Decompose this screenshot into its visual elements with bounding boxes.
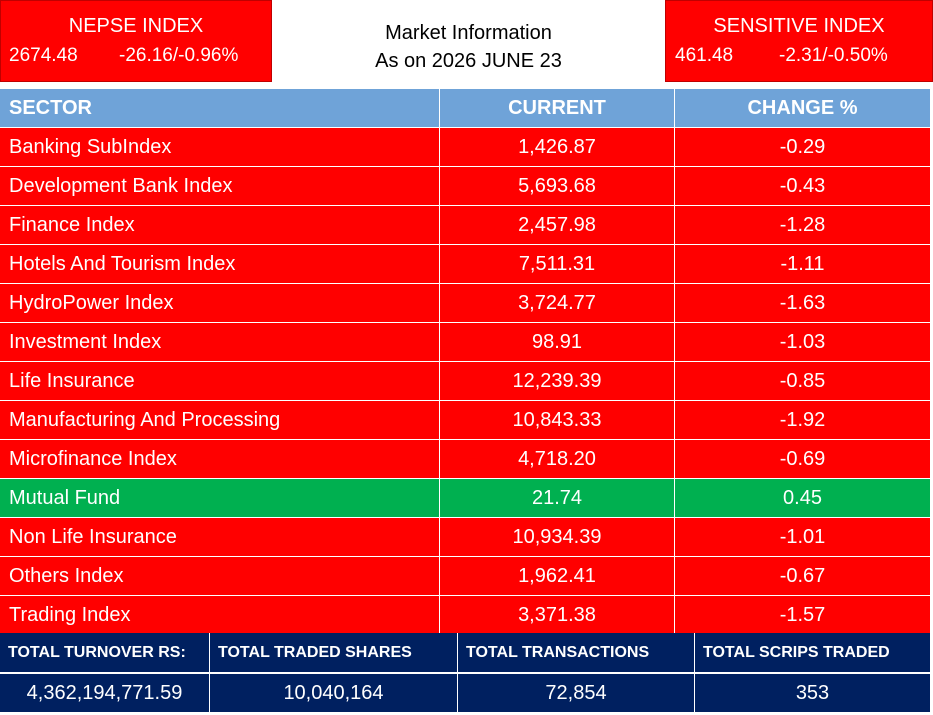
totals-footer: TOTAL TURNOVER RS: TOTAL TRADED SHARES T… bbox=[0, 633, 933, 715]
sensitive-index-value: 461.48 bbox=[675, 45, 734, 66]
sector-cell: Life Insurance bbox=[0, 362, 440, 401]
change-cell: -1.11 bbox=[675, 245, 931, 284]
table-row: Others Index 1,962.41 -0.67 bbox=[0, 557, 933, 596]
current-cell: 4,718.20 bbox=[440, 440, 675, 479]
total-transactions-value: 72,854 bbox=[458, 674, 695, 713]
table-row: Manufacturing And Processing 10,843.33 -1.… bbox=[0, 401, 933, 440]
change-cell: -0.69 bbox=[675, 440, 931, 479]
nepse-index-box: NEPSE INDEX 2674.48 -26.16/-0.96% bbox=[0, 0, 272, 82]
sector-cell: Mutual Fund bbox=[0, 479, 440, 518]
change-cell: -1.28 bbox=[675, 206, 931, 245]
header-change: CHANGE % bbox=[675, 89, 931, 128]
change-cell: -1.01 bbox=[675, 518, 931, 557]
table-header-row: SECTOR CURRENT CHANGE % bbox=[0, 89, 933, 128]
table-row: HydroPower Index 3,724.77 -1.63 bbox=[0, 284, 933, 323]
sector-cell: HydroPower Index bbox=[0, 284, 440, 323]
change-cell: -1.92 bbox=[675, 401, 931, 440]
table-row: Development Bank Index 5,693.68 -0.43 bbox=[0, 167, 933, 206]
total-traded-shares-label: TOTAL TRADED SHARES bbox=[210, 633, 458, 673]
header-current: CURRENT bbox=[440, 89, 675, 128]
sensitive-index-change: -2.31/-0.50% bbox=[779, 45, 888, 66]
sector-cell: Microfinance Index bbox=[0, 440, 440, 479]
table-row: Banking SubIndex 1,426.87 -0.29 bbox=[0, 128, 933, 167]
current-cell: 98.91 bbox=[440, 323, 675, 362]
current-cell: 7,511.31 bbox=[440, 245, 675, 284]
nepse-index-change: -26.16/-0.96% bbox=[119, 45, 239, 66]
market-information: Market Information As on 2026 JUNE 23 bbox=[272, 0, 665, 82]
total-transactions-label: TOTAL TRANSACTIONS bbox=[458, 633, 695, 673]
current-cell: 21.74 bbox=[440, 479, 675, 518]
table-row: Non Life Insurance 10,934.39 -1.01 bbox=[0, 518, 933, 557]
change-cell: 0.45 bbox=[675, 479, 931, 518]
sector-cell: Banking SubIndex bbox=[0, 128, 440, 167]
sector-cell: Hotels And Tourism Index bbox=[0, 245, 440, 284]
table-row: Microfinance Index 4,718.20 -0.69 bbox=[0, 440, 933, 479]
market-info-date: As on 2026 JUNE 23 bbox=[375, 50, 562, 72]
total-turnover-label: TOTAL TURNOVER RS: bbox=[0, 633, 210, 673]
table-row: Finance Index 2,457.98 -1.28 bbox=[0, 206, 933, 245]
table-row: Mutual Fund 21.74 0.45 bbox=[0, 479, 933, 518]
total-turnover-value: 4,362,194,771.59 bbox=[0, 674, 210, 713]
nepse-index-value: 2674.48 bbox=[9, 45, 78, 66]
current-cell: 12,239.39 bbox=[440, 362, 675, 401]
sensitive-index-box: SENSITIVE INDEX 461.48 -2.31/-0.50% bbox=[665, 0, 933, 82]
current-cell: 5,693.68 bbox=[440, 167, 675, 206]
table-row: Hotels And Tourism Index 7,511.31 -1.11 bbox=[0, 245, 933, 284]
sector-cell: Finance Index bbox=[0, 206, 440, 245]
current-cell: 3,724.77 bbox=[440, 284, 675, 323]
change-cell: -0.29 bbox=[675, 128, 931, 167]
change-cell: -0.67 bbox=[675, 557, 931, 596]
total-scrips-traded-label: TOTAL SCRIPS TRADED bbox=[695, 633, 931, 673]
market-info-title: Market Information bbox=[385, 22, 552, 44]
total-scrips-traded-value: 353 bbox=[695, 674, 931, 713]
sector-cell: Development Bank Index bbox=[0, 167, 440, 206]
sector-cell: Trading Index bbox=[0, 596, 440, 635]
change-cell: -1.57 bbox=[675, 596, 931, 635]
change-cell: -1.03 bbox=[675, 323, 931, 362]
table-row: Life Insurance 12,239.39 -0.85 bbox=[0, 362, 933, 401]
nepse-index-title: NEPSE INDEX bbox=[68, 15, 204, 37]
table-row: Trading Index 3,371.38 -1.57 bbox=[0, 596, 933, 635]
current-cell: 10,934.39 bbox=[440, 518, 675, 557]
top-banner: NEPSE INDEX 2674.48 -26.16/-0.96% Market… bbox=[0, 0, 933, 86]
sensitive-index-title: SENSITIVE INDEX bbox=[713, 15, 885, 37]
sector-cell: Manufacturing And Processing bbox=[0, 401, 440, 440]
change-cell: -0.43 bbox=[675, 167, 931, 206]
current-cell: 2,457.98 bbox=[440, 206, 675, 245]
current-cell: 1,426.87 bbox=[440, 128, 675, 167]
total-traded-shares-value: 10,040,164 bbox=[210, 674, 458, 713]
header-sector: SECTOR bbox=[0, 89, 440, 128]
sector-cell: Investment Index bbox=[0, 323, 440, 362]
change-cell: -0.85 bbox=[675, 362, 931, 401]
current-cell: 3,371.38 bbox=[440, 596, 675, 635]
current-cell: 10,843.33 bbox=[440, 401, 675, 440]
table-row: Investment Index 98.91 -1.03 bbox=[0, 323, 933, 362]
change-cell: -1.63 bbox=[675, 284, 931, 323]
current-cell: 1,962.41 bbox=[440, 557, 675, 596]
sector-cell: Non Life Insurance bbox=[0, 518, 440, 557]
sector-cell: Others Index bbox=[0, 557, 440, 596]
